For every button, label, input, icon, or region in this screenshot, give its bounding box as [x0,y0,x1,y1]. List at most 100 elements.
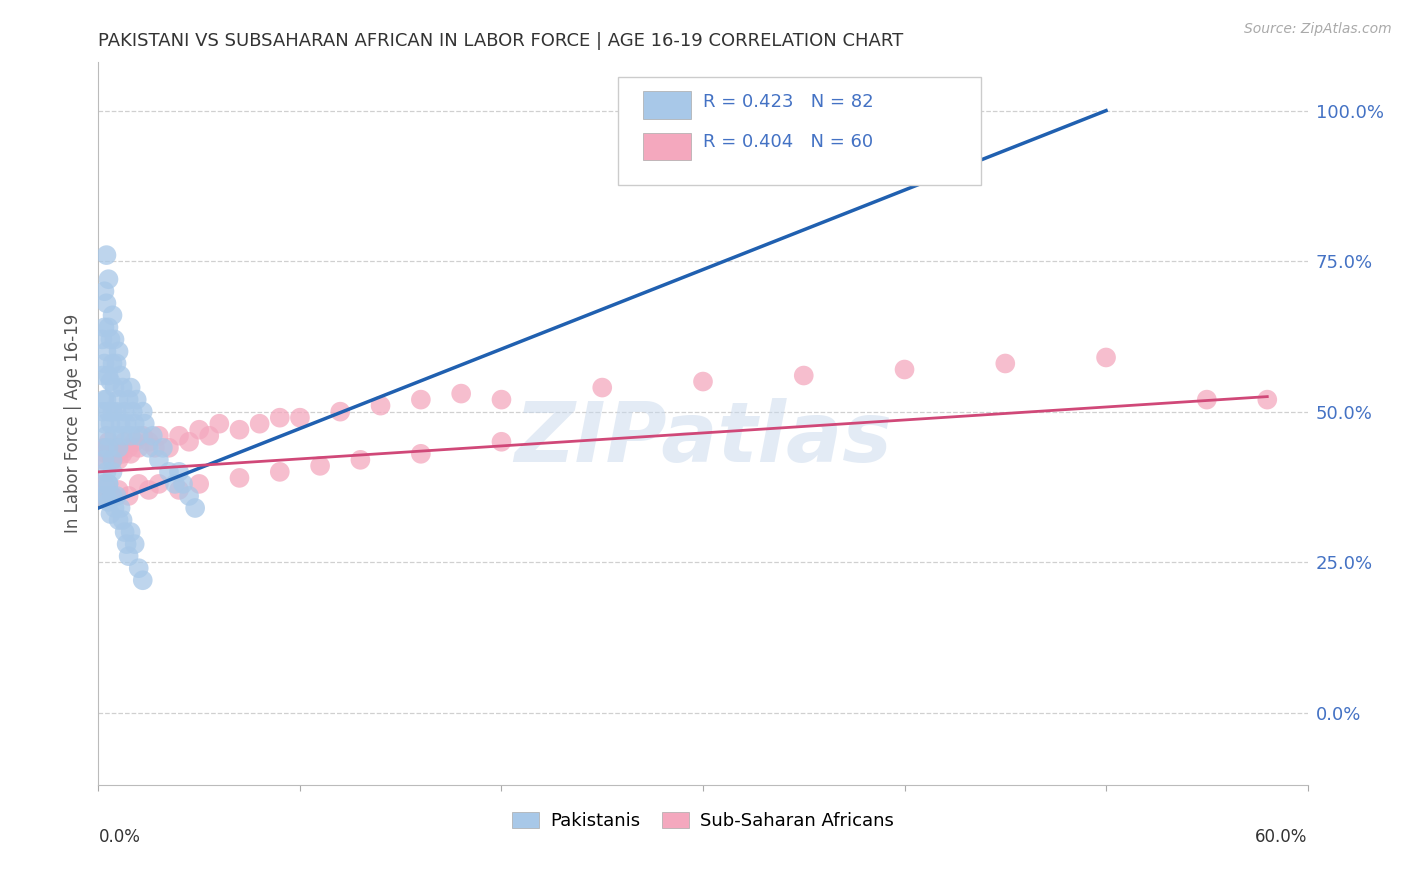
Point [120,447,142,461]
Point [179,434,201,449]
Point [188,476,211,491]
Point [349,453,371,467]
Point [132,405,155,419]
Point [994,356,1017,371]
Point [110,500,132,515]
Point [167,483,190,497]
Point [101,465,124,479]
Point [91,489,114,503]
Point [96,392,118,407]
Point [692,375,714,389]
Point [184,500,207,515]
Point [118,549,141,564]
Point [1095,351,1118,365]
Point [107,441,129,455]
Point [91,368,114,383]
Point [100,375,122,389]
Point [208,417,231,431]
Point [101,489,124,503]
Point [110,441,132,455]
Point [93,356,115,371]
Point [105,489,128,503]
Point [134,417,156,431]
Point [93,476,115,491]
Point [105,356,128,371]
Point [118,392,141,407]
Point [110,417,132,431]
Point [107,344,129,359]
Point [269,465,291,479]
FancyBboxPatch shape [643,133,690,160]
Text: 60.0%: 60.0% [1256,829,1308,847]
Point [105,405,128,419]
Text: ZIPatlas: ZIPatlas [515,398,891,479]
Point [100,447,122,461]
Point [91,489,114,503]
Point [96,428,118,442]
Point [121,405,143,419]
Point [97,476,120,491]
Point [97,434,120,449]
Point [120,524,142,539]
Point [107,483,129,497]
Point [128,428,150,442]
Point [124,537,146,551]
Point [172,476,194,491]
Point [97,441,120,455]
Text: PAKISTANI VS SUBSAHARAN AFRICAN IN LABOR FORCE | AGE 16-19 CORRELATION CHART: PAKISTANI VS SUBSAHARAN AFRICAN IN LABOR… [98,32,904,50]
Text: Source: ZipAtlas.com: Source: ZipAtlas.com [1244,22,1392,37]
FancyBboxPatch shape [619,77,981,186]
Point [128,476,150,491]
Point [793,368,815,383]
Point [93,392,115,407]
Point [124,417,146,431]
Point [148,428,170,442]
Point [370,399,392,413]
Point [125,392,148,407]
Point [115,417,138,431]
Point [228,471,250,485]
Point [110,368,132,383]
Point [591,380,613,394]
Point [114,405,136,419]
Point [107,513,129,527]
Point [249,417,271,431]
Point [167,465,190,479]
Point [167,428,190,442]
Point [179,489,201,503]
Point [157,441,180,455]
Point [450,386,472,401]
Point [329,405,352,419]
Point [93,441,115,455]
Point [101,453,124,467]
FancyBboxPatch shape [643,91,690,119]
Point [103,441,125,455]
Point [101,453,124,467]
Point [96,296,118,310]
Point [309,458,332,473]
Point [105,447,128,461]
Point [1256,392,1278,407]
Point [143,441,166,455]
Point [115,537,138,551]
Point [163,476,186,491]
Point [101,309,124,323]
Point [491,434,513,449]
Point [97,368,120,383]
Point [114,434,136,449]
Point [409,392,432,407]
Point [288,410,311,425]
Point [269,410,291,425]
Point [103,500,125,515]
Point [120,380,142,394]
Point [96,465,118,479]
Point [101,356,124,371]
Point [97,272,120,286]
Point [96,344,118,359]
Point [100,507,122,521]
Text: 0.0%: 0.0% [98,829,141,847]
Point [93,285,115,299]
Point [148,476,170,491]
Point [100,417,122,431]
Point [97,483,120,497]
